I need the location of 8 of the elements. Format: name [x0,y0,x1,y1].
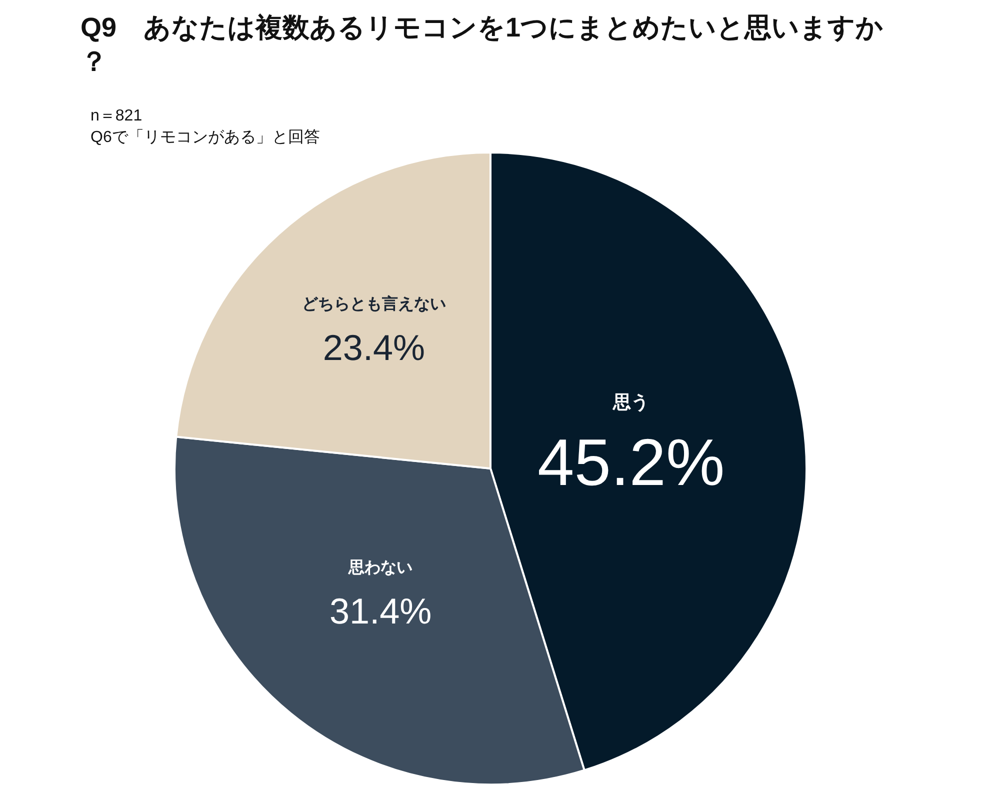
slice-label: どちらとも言えない [302,294,446,314]
data-label: 45.2% [538,425,725,500]
chart-subtitle: n＝821 Q6で「リモコンがある」と回答 [90,108,320,146]
slice-label: 思わない [348,558,413,577]
data-label: 31.4% [330,590,432,632]
slice-label: 思う [612,392,650,412]
chart-title: Q9 あなたは複数あるリモコンを1つにまとめたいと思いますか？ [80,12,884,76]
data-label: 23.4% [322,327,425,368]
